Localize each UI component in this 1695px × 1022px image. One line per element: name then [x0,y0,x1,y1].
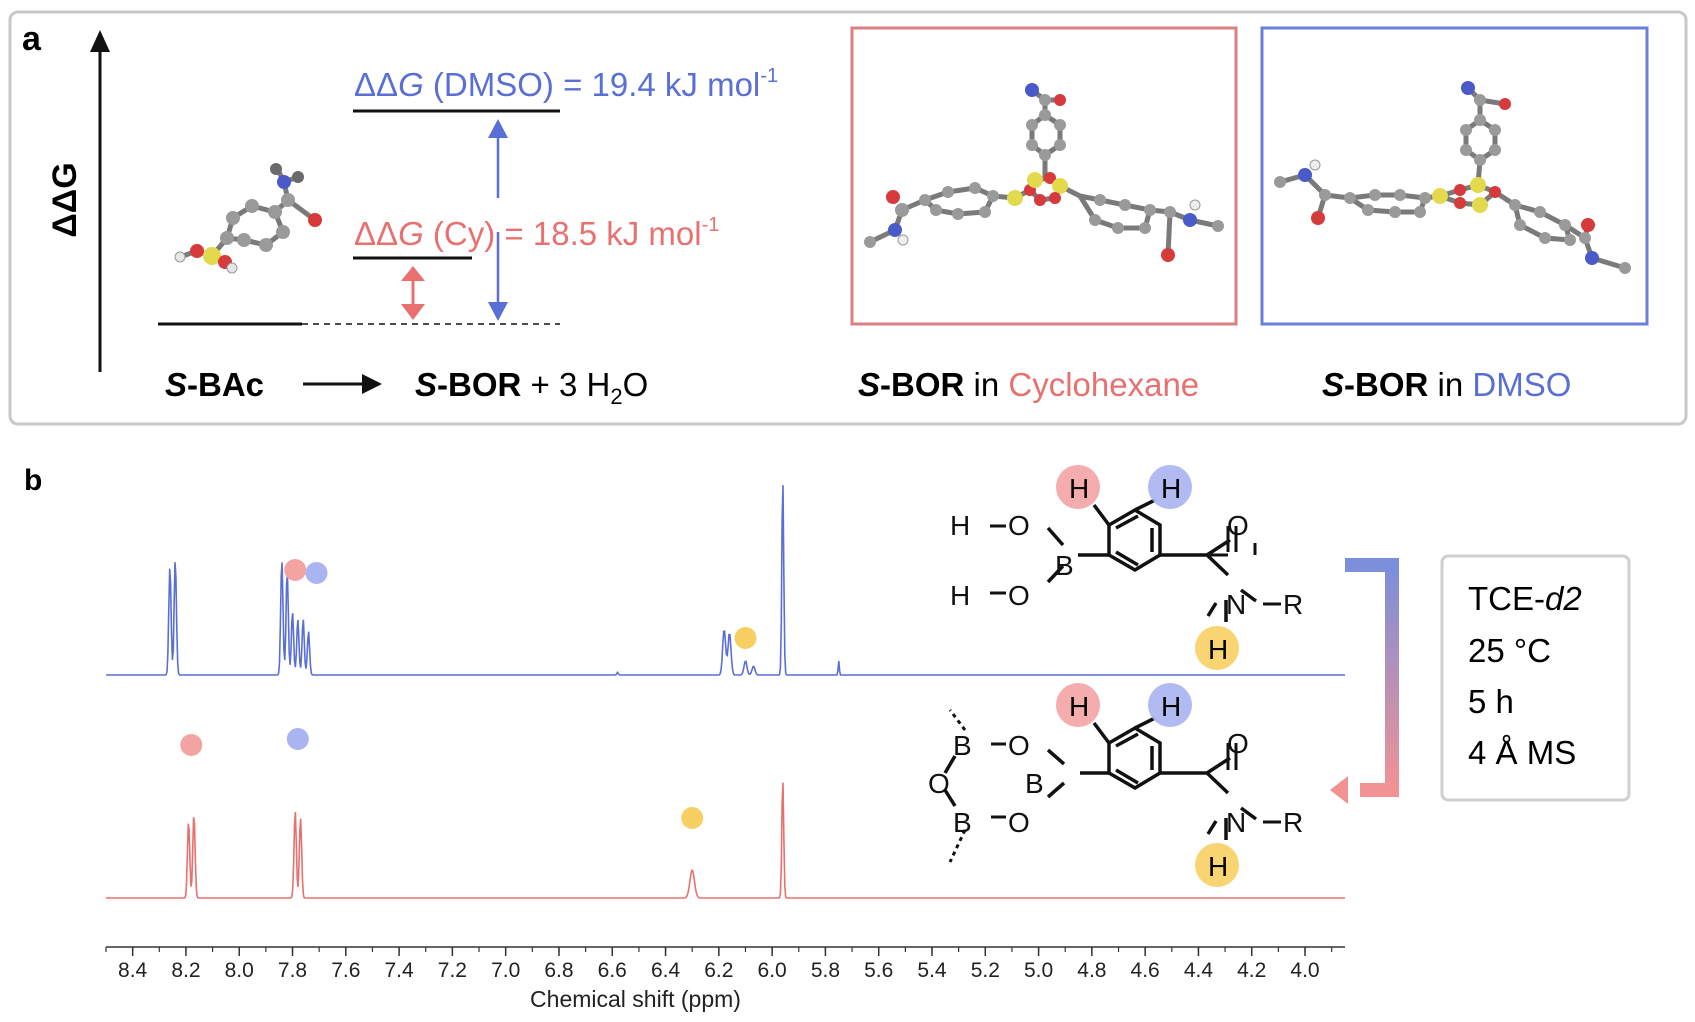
x-tick-label: 5.8 [811,959,840,982]
proton-marker-blue [1148,465,1192,509]
spectrum-series-1 [106,782,1345,899]
boroxine-structure: B O B O B O O N R [928,709,1303,863]
atom-o: O [1227,510,1249,541]
x-axis-label: Chemical shift (ppm) [530,986,741,1012]
panel-a: a ΔΔG ΔΔG (DMSO) = 19.4 kJ mol-1 ΔΔG (Cy… [8,10,1688,426]
transformation-arrow [1330,558,1399,804]
atom-h: H [1161,473,1181,504]
atom-h: H [1208,634,1228,665]
ddg-dmso-label: ΔΔG (DMSO) = 19.4 kJ mol-1 [354,65,778,103]
x-tick-label: 7.2 [438,959,467,982]
atom-o: O [1227,728,1249,759]
x-tick-label: 6.2 [704,959,733,982]
atom-h: H [1208,851,1228,882]
reactant-label: S-BAc [165,366,264,403]
proton-marker-yellow [1195,843,1239,887]
atom-b: B [1055,550,1074,581]
peak-marker-blue [286,728,309,750]
condition-sieves: 4 Å MS [1468,734,1576,771]
product-label: S-BOR + 3 H2O [415,366,648,409]
condition-solvent: TCE-d2 [1468,580,1582,617]
atom-o: O [1008,510,1030,541]
peak-marker-blue [305,562,328,584]
spectrum-series-0 [106,485,1345,676]
panel-b-label: b [24,464,42,497]
x-tick-label: 8.2 [171,959,200,982]
proton-marker-pink [1056,683,1100,727]
atom-n: N [1226,589,1246,620]
x-tick-label: 4.4 [1184,959,1214,982]
dmso-caption: S-BOR in DMSO [1322,366,1571,403]
panel-a-label: a [22,20,42,58]
axis-label: ΔΔG [46,162,84,237]
atom-b: B [953,807,972,838]
atom-b: B [1025,768,1044,799]
atom-o: O [1008,730,1030,761]
s-bac-molecule [174,163,322,274]
condition-time: 5 h [1468,683,1514,720]
x-tick-label: 8.4 [118,959,148,982]
peak-marker-yellow [681,807,704,829]
x-tick-label: 6.8 [544,959,573,982]
atom-h: H [950,510,970,541]
atom-o: O [1008,807,1030,838]
panel-b: b 8.4 8.2 8.0 7.8 7.6 7.4 7.2 7.0 6.8 6.6 6.4 6.2 6.… [24,464,1631,1012]
atom-n: N [1226,807,1246,838]
conditions-box: TCE-d2 25 °C 5 h 4 Å MS [1440,554,1631,802]
s-bor-cyclohexane-molecule [864,83,1224,262]
atom-r: R [1283,807,1303,838]
x-tick-label: 7.4 [384,959,414,982]
x-tick-label: 7.8 [278,959,307,982]
atom-h: H [950,580,970,611]
proton-marker-blue [1148,683,1192,727]
x-tick-label: 4.0 [1290,959,1319,982]
ddg-cy-label: ΔΔG (Cy) = 18.5 kJ mol-1 [354,214,719,252]
atom-h: H [1161,691,1181,722]
cyclohexane-caption: S-BOR in Cyclohexane [858,366,1199,403]
atom-o: O [928,768,950,799]
condition-temperature: 25 °C [1468,632,1551,669]
x-tick-label: 6.4 [651,959,681,982]
atom-h: H [1069,691,1089,722]
x-tick-label: 4.6 [1131,959,1160,982]
proton-marker-yellow [1195,626,1239,670]
x-tick-label: 7.0 [491,959,520,982]
atom-o: O [1008,580,1030,611]
x-tick-label: 7.6 [331,959,360,982]
cyclohexane-structure-box [850,26,1238,326]
x-tick-label: 6.0 [758,959,787,982]
x-tick-label: 8.0 [225,959,254,982]
x-tick-label: 5.0 [1024,959,1053,982]
s-bor-dmso-molecule [1274,81,1631,274]
x-tick-label: 5.2 [971,959,1000,982]
boronic-acid-structure: H O B H O O N R [950,498,1303,622]
nmr-plot: 8.4 8.2 8.0 7.8 7.6 7.4 7.2 7.0 6.8 6.6 6.4 6.2 6.0 5… [105,485,1345,1012]
peak-marker-yellow [734,627,757,649]
atom-h: H [1069,473,1089,504]
x-tick-label: 6.6 [598,959,627,982]
x-tick-label: 5.4 [917,959,947,982]
x-tick-label: 4.2 [1237,959,1266,982]
atom-b: B [953,730,972,761]
peak-marker-pink [284,559,307,581]
atom-r: R [1283,589,1303,620]
proton-marker-pink [1056,465,1100,509]
x-tick-label: 5.6 [864,959,893,982]
peak-marker-pink [180,734,203,756]
dmso-structure-box [1260,26,1649,326]
x-tick-label: 4.8 [1077,959,1106,982]
